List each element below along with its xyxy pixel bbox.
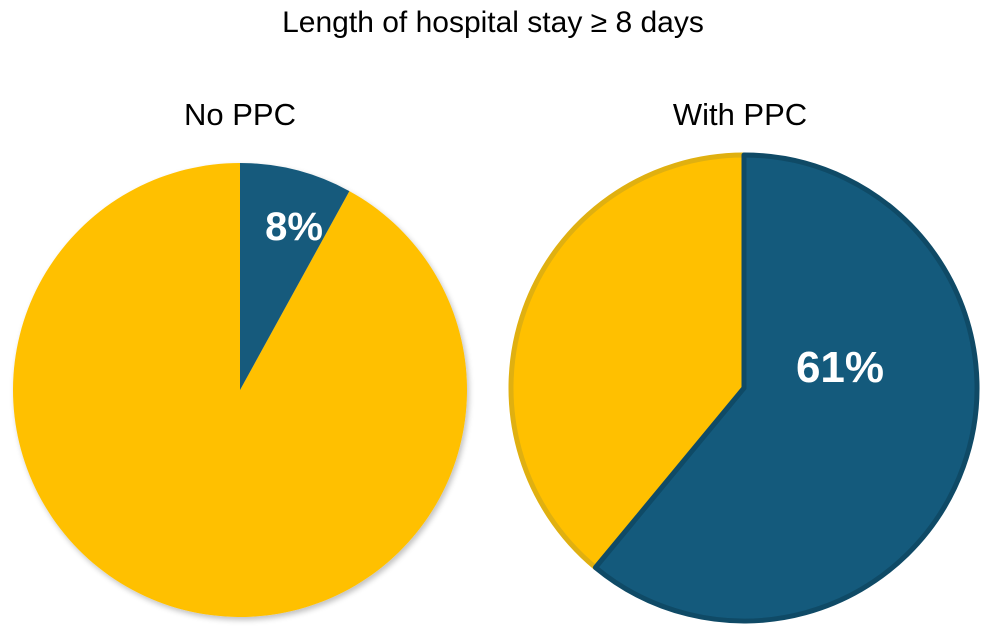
slices-no-ppc	[12, 163, 467, 617]
pie-with-ppc: With PPC 61%	[508, 97, 980, 624]
pie-no-ppc: No PPC 8%	[12, 97, 467, 617]
pie-slice-highlight	[240, 163, 350, 390]
pie-slice-rest	[508, 152, 747, 571]
pie-slice-rest	[12, 163, 467, 617]
pie-title-with-ppc: With PPC	[673, 97, 807, 132]
pie-title-no-ppc: No PPC	[184, 97, 296, 132]
slices-with-ppc	[508, 152, 980, 624]
data-label-no-ppc: 8%	[265, 205, 323, 249]
pie-slice-highlight	[592, 152, 980, 624]
figure-title: Length of hospital stay ≥ 8 days	[282, 6, 704, 39]
data-label-with-ppc: 61%	[796, 343, 884, 392]
